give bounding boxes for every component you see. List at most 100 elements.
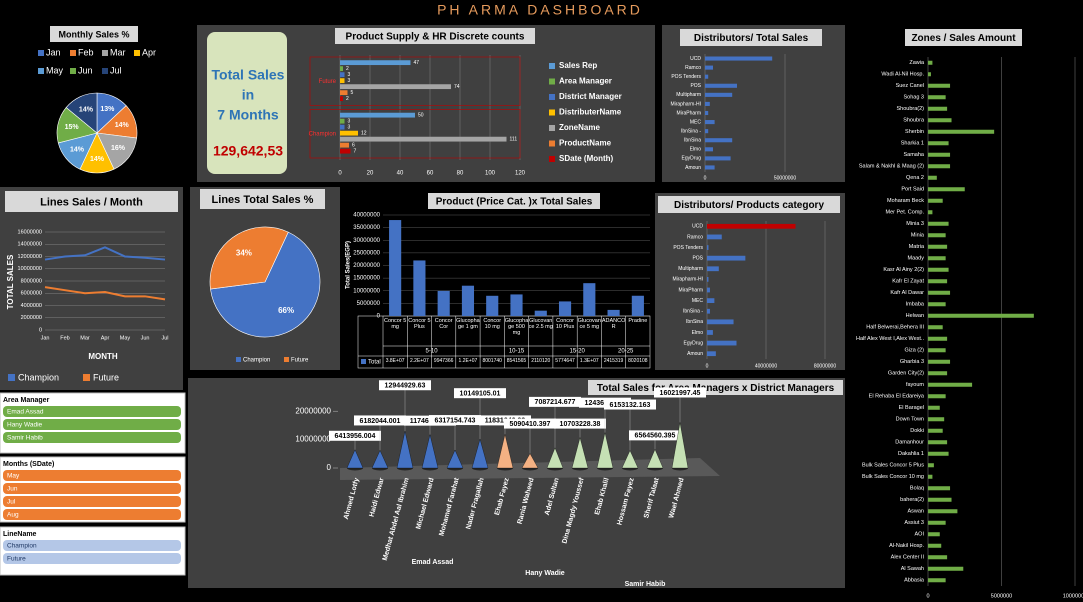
- data-label: 16021997.45: [660, 390, 701, 397]
- dashboard-title: PH ARMA DASHBOARD: [437, 2, 643, 18]
- bar: [510, 294, 523, 316]
- bar: [705, 74, 709, 79]
- line-series: [44, 286, 166, 301]
- title-box: [680, 29, 822, 46]
- cone: [621, 450, 639, 469]
- y-tick-label: Minia 3: [906, 221, 924, 227]
- bar: [340, 72, 345, 78]
- bar: [340, 78, 345, 84]
- data-label: 6317154.743: [435, 417, 476, 424]
- x-tick-label: 80: [457, 171, 464, 177]
- x-tick-label: Concor 5 mg: [383, 318, 407, 330]
- y-tick-label: Amoun: [685, 165, 701, 171]
- y-tick-label: 25000000: [353, 250, 380, 256]
- cone: [421, 434, 439, 469]
- slicer-item[interactable]: [3, 470, 181, 481]
- data-label: 7087214.677: [535, 399, 576, 406]
- bar: [707, 266, 719, 272]
- table-value: 1.2E+07: [458, 358, 478, 364]
- bar: [928, 359, 951, 364]
- slicer-item[interactable]: [3, 540, 181, 551]
- slicer-item[interactable]: [3, 496, 181, 507]
- panel: [0, 187, 183, 390]
- bar: [707, 223, 796, 229]
- y-tick-label: POS Tenders: [671, 74, 701, 80]
- y-tick-label: 10000000: [295, 435, 331, 444]
- legend-swatch: [134, 50, 140, 56]
- y-tick-label: Helwan: [906, 313, 924, 319]
- y-tick-label: Minia: [911, 233, 925, 239]
- bar: [389, 220, 402, 316]
- bar: [558, 301, 572, 316]
- data-label: 14%: [115, 122, 130, 129]
- x-tick-label: 120: [515, 171, 526, 177]
- category-band: [309, 109, 521, 159]
- bar: [928, 256, 946, 261]
- data-label: 12: [361, 130, 367, 136]
- label-box: [329, 430, 381, 441]
- title-box: [588, 380, 843, 395]
- slicer-item[interactable]: [3, 553, 181, 564]
- cone: [571, 437, 589, 469]
- cone: [446, 449, 464, 469]
- y-tick-label: IbnSina: [686, 319, 703, 325]
- bar: [705, 156, 731, 161]
- slicer-item-label: Jun: [7, 486, 18, 493]
- y-tick-label: 6000000: [21, 291, 42, 297]
- bar: [707, 287, 710, 293]
- slicer-title: Area Manager: [3, 397, 50, 404]
- legend-label: ProductName: [559, 139, 612, 148]
- y-tick-label: Abbasia: [904, 578, 925, 584]
- y-tick-label: POS: [690, 83, 701, 89]
- total-caption: 7 Months: [217, 107, 279, 123]
- data-label: 66%: [278, 306, 294, 315]
- bar: [928, 302, 946, 307]
- legend-swatch: [102, 68, 108, 74]
- title-box: [428, 193, 600, 209]
- bar: [705, 120, 715, 125]
- bar: [928, 233, 946, 238]
- bar: [705, 92, 733, 97]
- x-tick-label: 20: [367, 171, 374, 177]
- y-tick-label: POS Tenders: [673, 245, 703, 251]
- slicer-item[interactable]: [3, 483, 181, 494]
- y-tick-label: IbnSina -: [681, 128, 701, 134]
- y-tick-label: 10000000: [353, 288, 380, 294]
- bar: [461, 285, 475, 316]
- axis-title: MONTH: [88, 352, 118, 361]
- x-tick-label: 5000000: [991, 593, 1012, 599]
- y-tick-label: 30000000: [353, 238, 380, 244]
- slicer-item[interactable]: [3, 419, 181, 430]
- legend-label: Apr: [142, 47, 156, 57]
- y-tick-label: 40000000: [353, 213, 380, 219]
- slicer-item[interactable]: [3, 406, 181, 417]
- x-tick-label: Glucophage 1 gm: [456, 318, 480, 330]
- group-label: Emad Assad: [412, 559, 454, 566]
- slicer-item[interactable]: [3, 432, 181, 443]
- bar: [707, 308, 710, 314]
- group-label: 5-10: [426, 349, 439, 355]
- legend-label: DistributerName: [559, 108, 622, 117]
- y-tick-label: Ramco: [687, 234, 703, 240]
- x-tick-label: Glucovance 2.5 mg: [528, 318, 553, 330]
- legend-swatch: [284, 357, 289, 362]
- table-value: 2.2E+07: [410, 358, 429, 364]
- data-label: 6182044.001: [360, 418, 401, 425]
- panel-title: Distributors/ Total Sales: [694, 33, 809, 44]
- y-tick-label: bahera(2): [900, 497, 924, 503]
- bar: [928, 164, 951, 169]
- bar: [707, 255, 746, 261]
- y-tick-label: UCD: [690, 56, 701, 62]
- data-label: 5090410.397: [510, 421, 551, 428]
- y-tick-label: Assiut 3: [904, 520, 924, 526]
- y-tick-label: Damanhour: [895, 440, 924, 446]
- slicer-item[interactable]: [3, 509, 181, 520]
- y-tick-label: Imbaba: [906, 302, 925, 308]
- bar: [707, 319, 734, 325]
- total-value: 129,642,53: [213, 143, 283, 159]
- x-tick-label: Glucophage 500 mg: [504, 318, 529, 336]
- bar: [928, 60, 933, 65]
- bar: [340, 136, 507, 142]
- y-tick-label: Al-Nakil Hosp.: [889, 543, 924, 549]
- pie-slice: [65, 92, 98, 134]
